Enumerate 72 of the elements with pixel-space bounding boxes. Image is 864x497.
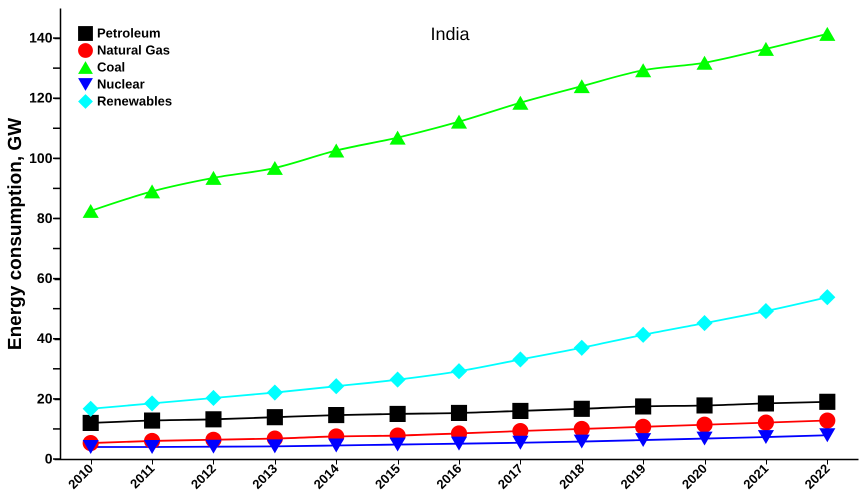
- point: [450, 436, 468, 451]
- legend-label: Renewables: [97, 94, 172, 108]
- point: [819, 289, 836, 306]
- point: [266, 160, 283, 175]
- point: [82, 414, 99, 431]
- point: [82, 204, 99, 218]
- point: [450, 404, 468, 422]
- text: India: [430, 24, 470, 44]
- point: [328, 378, 344, 394]
- point: [390, 130, 406, 145]
- point: [696, 416, 713, 433]
- y-axis-title: Energy consumption, GW: [5, 118, 26, 350]
- point: [144, 440, 160, 454]
- y-tick-label: 140: [29, 30, 53, 46]
- point: [635, 418, 652, 435]
- point: [696, 315, 713, 332]
- point: [205, 170, 222, 185]
- point: [512, 402, 528, 419]
- point: [266, 384, 283, 401]
- legend-label: Petroleum: [97, 26, 161, 40]
- point: [144, 184, 160, 198]
- y-tick-label: 60: [36, 270, 53, 286]
- point: [819, 428, 836, 442]
- point: [574, 434, 590, 449]
- point: [390, 438, 406, 452]
- point: [635, 433, 652, 448]
- point: [635, 63, 652, 78]
- point: [512, 351, 528, 368]
- point: [390, 372, 406, 388]
- point: [819, 412, 836, 429]
- point: [758, 395, 774, 412]
- point: [574, 420, 590, 437]
- point: [819, 394, 836, 410]
- point: [328, 438, 344, 452]
- point: [574, 79, 590, 94]
- point: [328, 144, 344, 158]
- point: [758, 430, 774, 444]
- point: [390, 406, 406, 422]
- legend-label: Natural Gas: [97, 42, 170, 58]
- point: [819, 26, 836, 41]
- point: [635, 398, 652, 414]
- point: [144, 412, 160, 429]
- point: [328, 407, 344, 424]
- y-tick-label: 100: [29, 150, 53, 166]
- y-tick-label: 20: [36, 390, 53, 406]
- point: [574, 400, 590, 417]
- point: [696, 397, 713, 414]
- point: [266, 439, 283, 454]
- point: [205, 440, 222, 454]
- point: [512, 96, 528, 110]
- y-tick-label: 80: [36, 210, 53, 226]
- point: [205, 411, 222, 428]
- point: [82, 440, 99, 454]
- point: [144, 395, 160, 412]
- point: [205, 390, 222, 406]
- y-tick-label: 120: [29, 90, 53, 106]
- point: [82, 400, 99, 417]
- point: [758, 414, 774, 431]
- legend-label: Coal: [97, 60, 126, 74]
- point: [512, 436, 528, 450]
- point: [266, 409, 283, 426]
- point: [635, 326, 652, 343]
- point: [696, 432, 713, 446]
- point: [758, 42, 774, 56]
- point: [758, 303, 774, 320]
- y-tick-label: 40: [36, 330, 53, 346]
- legend-label: Nuclear: [97, 76, 145, 92]
- point: [574, 340, 590, 356]
- point: [450, 363, 468, 380]
- y-tick-label: 0: [44, 450, 53, 466]
- point: [696, 56, 713, 70]
- point: [450, 114, 468, 129]
